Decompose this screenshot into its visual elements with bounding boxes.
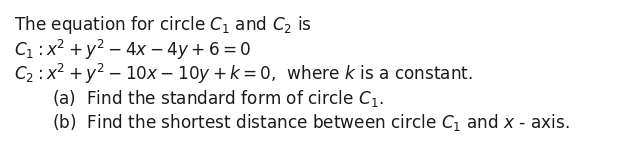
Text: $C_2: x^2+y^2-10x-10y+k=0$,  where $k$ is a constant.: $C_2: x^2+y^2-10x-10y+k=0$, where $k$ is… <box>14 62 473 86</box>
Text: (b)  Find the shortest distance between circle $C_1$ and $x$ - axis.: (b) Find the shortest distance between c… <box>52 112 569 133</box>
Text: (a)  Find the standard form of circle $C_1$.: (a) Find the standard form of circle $C_… <box>52 88 384 109</box>
Text: The equation for circle $C_1$ and $C_2$ is: The equation for circle $C_1$ and $C_2$ … <box>14 14 312 36</box>
Text: $C_1: x^2+y^2-4x-4y+6=0$: $C_1: x^2+y^2-4x-4y+6=0$ <box>14 38 251 62</box>
